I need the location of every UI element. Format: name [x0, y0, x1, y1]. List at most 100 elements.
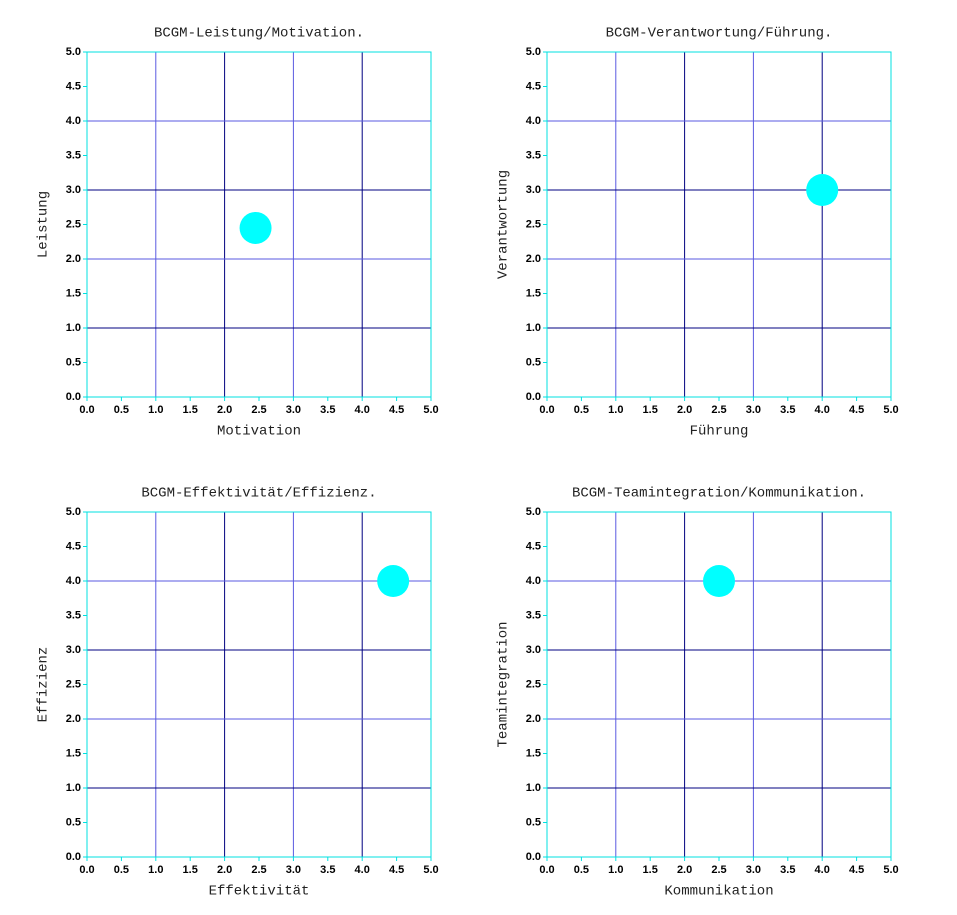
- x-tick-label: 2.5: [251, 404, 266, 416]
- x-tick-label: 2.5: [711, 404, 726, 416]
- x-tick-label: 4.0: [815, 864, 830, 876]
- y-tick-label: 4.0: [66, 115, 81, 127]
- y-tick-label: 4.5: [66, 80, 81, 92]
- point: [239, 211, 272, 244]
- x-tick-label: 1.0: [148, 404, 163, 416]
- x-tick-label: 2.0: [217, 404, 232, 416]
- y-tick-label: 5.0: [526, 506, 541, 518]
- x-tick-label: 1.0: [608, 864, 623, 876]
- x-tick-label: 2.5: [711, 864, 726, 876]
- x-tick-label: 3.0: [746, 864, 761, 876]
- y-tick-label: 0.0: [526, 851, 541, 863]
- x-tick-label: 1.5: [643, 404, 658, 416]
- x-tick-label: 2.0: [217, 864, 232, 876]
- x-tick-label: 3.5: [780, 864, 795, 876]
- x-tick-label: 0.0: [539, 404, 554, 416]
- x-tick-label: 5.0: [423, 404, 438, 416]
- x-tick-label: 0.5: [114, 404, 129, 416]
- plot-frame: [546, 511, 892, 858]
- point: [806, 174, 839, 206]
- chart-title: BCGM-Teamintegration/Kommunikation.: [572, 486, 866, 502]
- x-tick-label: 0.5: [114, 864, 129, 876]
- chart-title: BCGM-Verantwortung/Führung.: [606, 26, 833, 42]
- x-tick-label: 0.0: [79, 864, 94, 876]
- point: [703, 565, 735, 597]
- y-tick-label: 5.0: [526, 46, 541, 58]
- x-tick-label: 0.5: [574, 404, 589, 416]
- x-tick-label: 3.5: [320, 864, 335, 876]
- y-tick-label: 4.5: [526, 80, 541, 92]
- x-tick-label: 1.5: [643, 864, 658, 876]
- x-axis-label: Kommunikation: [664, 884, 773, 900]
- x-tick-label: 1.5: [183, 404, 198, 416]
- y-tick-label: 0.5: [526, 816, 541, 828]
- y-tick-label: 0.5: [66, 356, 81, 368]
- x-tick-label: 4.0: [815, 404, 830, 416]
- y-tick-label: 3.5: [66, 609, 81, 621]
- x-tick-label: 4.0: [355, 864, 370, 876]
- x-tick-label: 4.5: [389, 404, 404, 416]
- y-tick-label: 2.0: [66, 253, 81, 265]
- x-tick-label: 5.0: [883, 864, 898, 876]
- y-tick-label: 3.5: [66, 149, 81, 161]
- plot-frame: [86, 511, 432, 858]
- y-tick-label: 3.5: [526, 609, 541, 621]
- x-tick-label: 3.0: [286, 404, 301, 416]
- y-tick-label: 2.0: [66, 713, 81, 725]
- y-tick-label: 4.5: [66, 540, 81, 552]
- y-tick-label: 3.0: [526, 184, 541, 196]
- x-tick-label: 4.5: [849, 404, 864, 416]
- y-tick-label: 3.0: [66, 184, 81, 196]
- y-tick-label: 4.0: [526, 115, 541, 127]
- y-tick-label: 0.5: [526, 356, 541, 368]
- x-tick-label: 0.5: [574, 864, 589, 876]
- y-tick-label: 1.0: [66, 782, 81, 794]
- y-tick-label: 1.5: [526, 747, 541, 759]
- y-tick-label: 2.5: [66, 678, 81, 690]
- x-tick-label: 3.0: [286, 864, 301, 876]
- x-axis-label: Führung: [690, 424, 749, 440]
- y-axis-label: Teamintegration: [496, 621, 512, 747]
- y-axis-label: Leistung: [36, 191, 52, 258]
- chart-title: BCGM-Leistung/Motivation.: [154, 26, 364, 42]
- x-tick-label: 1.5: [183, 864, 198, 876]
- x-tick-label: 5.0: [883, 404, 898, 416]
- x-tick-label: 0.0: [79, 404, 94, 416]
- x-tick-label: 1.0: [148, 864, 163, 876]
- y-tick-label: 1.0: [66, 322, 81, 334]
- y-tick-label: 5.0: [66, 506, 81, 518]
- x-tick-label: 3.5: [320, 404, 335, 416]
- y-tick-label: 0.0: [526, 391, 541, 403]
- plot-frame: [546, 51, 892, 398]
- y-tick-label: 1.0: [526, 322, 541, 334]
- y-tick-label: 2.5: [66, 218, 81, 230]
- x-tick-label: 4.0: [355, 404, 370, 416]
- y-tick-label: 2.5: [526, 678, 541, 690]
- x-tick-label: 2.0: [677, 404, 692, 416]
- y-axis-label: Effizienz: [36, 647, 52, 723]
- y-axis-label: Verantwortung: [496, 170, 512, 279]
- y-tick-label: 3.0: [526, 644, 541, 656]
- y-tick-label: 1.5: [526, 287, 541, 299]
- chart-title: BCGM-Effektivität/Effizienz.: [141, 486, 376, 502]
- point: [377, 565, 410, 597]
- x-tick-label: 3.0: [746, 404, 761, 416]
- y-tick-label: 3.5: [526, 149, 541, 161]
- y-tick-label: 1.5: [66, 287, 81, 299]
- y-tick-label: 4.0: [526, 575, 541, 587]
- x-tick-label: 2.5: [251, 864, 266, 876]
- x-tick-label: 5.0: [423, 864, 438, 876]
- y-tick-label: 2.0: [526, 713, 541, 725]
- x-axis-label: Effektivität: [209, 884, 310, 900]
- x-tick-label: 0.0: [539, 864, 554, 876]
- y-tick-label: 0.0: [66, 851, 81, 863]
- y-tick-label: 1.5: [66, 747, 81, 759]
- y-tick-label: 4.0: [66, 575, 81, 587]
- y-tick-label: 5.0: [66, 46, 81, 58]
- x-tick-label: 3.5: [780, 404, 795, 416]
- x-tick-label: 1.0: [608, 404, 623, 416]
- y-tick-label: 0.5: [66, 816, 81, 828]
- y-tick-label: 2.5: [526, 218, 541, 230]
- y-tick-label: 2.0: [526, 253, 541, 265]
